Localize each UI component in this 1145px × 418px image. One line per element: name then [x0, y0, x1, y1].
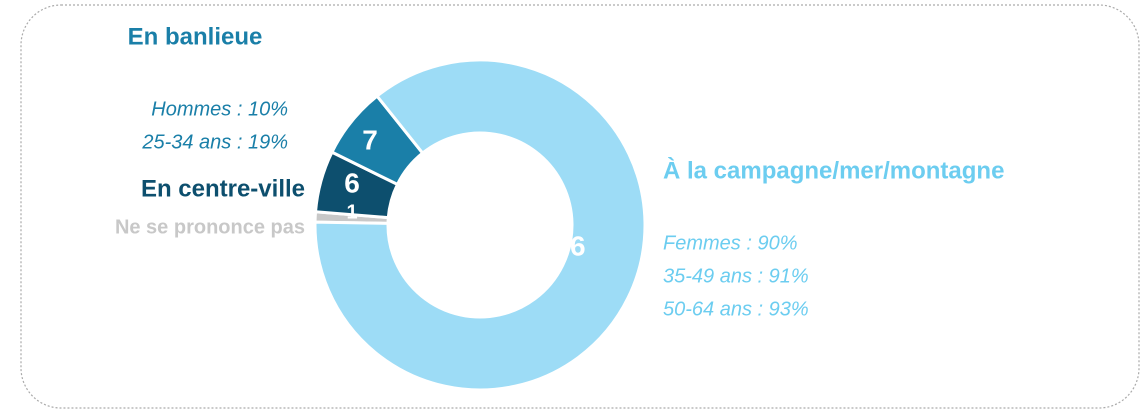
value-label: 7 [362, 124, 378, 155]
annotation: Hommes : 10% [151, 98, 288, 120]
annotation: Femmes : 90% [663, 232, 797, 254]
category-label: À la campagne/mer/montagne [663, 156, 1004, 184]
category-label: En banlieue [128, 23, 263, 50]
value-label: 6 [344, 167, 360, 198]
donut-segment [313, 58, 647, 392]
annotation: 25-34 ans : 19% [141, 131, 288, 153]
category-label: Ne se prononce pas [115, 216, 305, 238]
frame [20, 4, 1140, 409]
annotation: 50-64 ans : 93% [663, 298, 809, 320]
value-label: 86 [554, 230, 585, 261]
annotation: 35-49 ans : 91% [663, 265, 809, 287]
value-label: 1 [346, 201, 357, 223]
category-label: En centre-ville [141, 175, 305, 202]
